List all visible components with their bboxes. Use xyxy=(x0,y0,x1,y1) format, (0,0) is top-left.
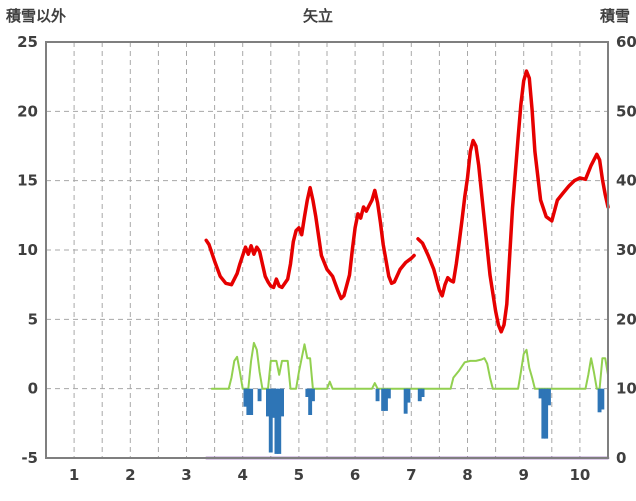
series-blue-bars-bar xyxy=(544,388,549,439)
series-blue-bars-bar xyxy=(420,388,425,397)
y-right-tick-label: 20 xyxy=(616,310,636,328)
y-right-tick-label: 30 xyxy=(616,241,636,259)
series-blue-bars-bar xyxy=(268,388,273,453)
x-tick-label: 5 xyxy=(294,466,304,484)
y-left-tick-label: 10 xyxy=(17,241,38,259)
series-blue-bars-bar xyxy=(541,388,546,439)
y-left-tick-label: 20 xyxy=(17,102,38,120)
series-blue-bars-bar xyxy=(305,388,310,397)
series-blue-bars-bar xyxy=(243,388,248,407)
x-tick-label: 8 xyxy=(462,466,472,484)
chart-title: 矢立 xyxy=(302,7,333,25)
series-blue-bars-bar xyxy=(311,388,315,402)
series-blue-bars-bar xyxy=(386,388,391,399)
series-blue-bars-bar xyxy=(381,388,386,411)
series-blue-bars-bar xyxy=(280,388,284,417)
x-tick-label: 7 xyxy=(406,466,416,484)
series-red-thick-line xyxy=(204,69,610,334)
series-blue-bars-bar xyxy=(600,388,605,410)
y-right-tick-label: 0 xyxy=(616,449,626,467)
x-tick-label: 10 xyxy=(569,466,590,484)
series-blue-bars-bar xyxy=(249,388,254,415)
series-blue-bars-bar xyxy=(406,388,411,403)
y-right-tick-label: 50 xyxy=(616,102,636,120)
y-right-tick-label: 60 xyxy=(616,33,636,51)
y-left-tick-label: 15 xyxy=(17,172,38,190)
y-left-tick-label: 5 xyxy=(28,310,38,328)
y-left-tick-label: 0 xyxy=(28,380,38,398)
series-blue-bars-bar xyxy=(271,388,276,418)
left-axis-title: 積雪以外 xyxy=(6,7,67,25)
series-blue-bars-bar xyxy=(308,388,313,415)
series-blue-bars-bar xyxy=(266,388,270,417)
right-axis-title: 積雪 xyxy=(599,7,630,25)
series-green-line xyxy=(210,341,609,390)
y-left-tick-label: -5 xyxy=(21,449,38,467)
series-blue-bars-bar xyxy=(403,388,408,414)
series-blue-bars-bar xyxy=(538,388,543,399)
series-blue-bars-bar xyxy=(597,388,602,413)
plot-border xyxy=(45,41,609,459)
series-blue-bars-bar xyxy=(257,388,262,402)
x-tick-label: 4 xyxy=(237,466,247,484)
x-tick-label: 3 xyxy=(181,466,191,484)
series-blue-bars-bar xyxy=(277,388,282,454)
x-tick-label: 2 xyxy=(125,466,135,484)
y-left-tick-label: 25 xyxy=(17,33,38,51)
y-right-tick-label: 40 xyxy=(616,172,636,190)
series-blue-bars-bar xyxy=(246,388,251,415)
series-blue-bars-bar xyxy=(384,388,388,411)
series-blue-bars-bar xyxy=(547,388,551,406)
x-tick-label: 9 xyxy=(518,466,528,484)
series-blue-bars-bar xyxy=(274,388,279,454)
series-blue-bars-bar xyxy=(375,388,380,402)
series-blue-bars-bar xyxy=(417,388,422,402)
x-tick-label: 6 xyxy=(350,466,360,484)
y-right-tick-label: 10 xyxy=(616,380,636,398)
x-tick-label: 1 xyxy=(69,466,79,484)
